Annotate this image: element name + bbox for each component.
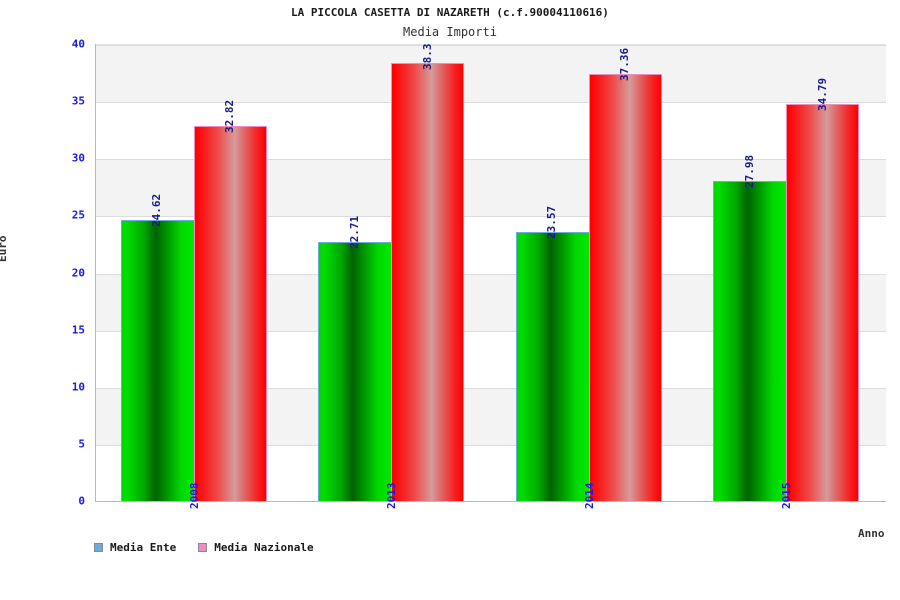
- bar-value-label: 23.57: [545, 205, 559, 239]
- gridline: [96, 216, 886, 218]
- gridline: [96, 102, 886, 104]
- x-axis-tick-label: 2014: [582, 482, 596, 510]
- gridline: [96, 45, 886, 46]
- bar-value-label: 24.62: [150, 193, 164, 227]
- legend-swatch-icon: [198, 543, 208, 552]
- x-axis-line: [95, 501, 886, 502]
- x-axis-tick-label: 2015: [780, 482, 794, 510]
- bar-media-nazionale[interactable]: [786, 103, 860, 501]
- y-axis-tick-label: 40: [71, 37, 85, 51]
- y-axis-tick-label: 15: [71, 323, 85, 337]
- y-axis-title: Euro: [0, 235, 9, 263]
- y-axis-tick-label: 5: [78, 437, 85, 451]
- legend-label: Media Ente: [110, 541, 177, 554]
- y-axis-tick-label: 20: [71, 266, 85, 279]
- plot-band: [96, 45, 886, 103]
- y-axis-tick-label: 35: [71, 94, 85, 108]
- legend-swatch-icon: [94, 543, 103, 552]
- bar-value-label: 22.71: [347, 215, 361, 249]
- bar-media-nazionale[interactable]: [193, 126, 267, 501]
- gridline: [96, 387, 886, 389]
- x-axis-tick-label: 2008: [187, 482, 201, 510]
- bar-value-label: 38.3: [420, 43, 434, 71]
- bar-media-ente[interactable]: [713, 181, 787, 501]
- gridline: [96, 444, 886, 446]
- bar-media-nazionale[interactable]: [588, 74, 662, 501]
- bar-value-label: 27.98: [742, 155, 756, 189]
- y-axis-ticks: 0 5 10 15 20 25 30 35 40: [33, 0, 85, 600]
- x-axis-title: Anno: [858, 527, 885, 540]
- y-axis-tick-label: 30: [71, 151, 85, 165]
- y-axis-tick-label: 0: [78, 494, 85, 508]
- gridline: [96, 159, 886, 161]
- chart-title: LA PICCOLA CASETTA DI NAZARETH (c.f.9000…: [291, 6, 609, 19]
- bar-value-label: 32.82: [223, 99, 237, 134]
- gridline: [96, 330, 886, 332]
- bar-value-label: 37.36: [618, 48, 632, 82]
- gridline: [96, 273, 886, 275]
- bar-value-label: 34.79: [815, 77, 829, 111]
- bar-media-ente[interactable]: [318, 241, 392, 501]
- bar-media-ente[interactable]: [120, 219, 194, 501]
- legend-entry[interactable]: Media Ente: [94, 541, 176, 554]
- legend-entry[interactable]: Media Nazionale: [198, 541, 314, 554]
- y-axis-line: [95, 44, 96, 502]
- y-axis-tick-label: 25: [71, 208, 85, 222]
- chart-subtitle: Media Importi: [403, 25, 497, 39]
- bar-media-nazionale[interactable]: [391, 63, 465, 501]
- x-axis-tick-label: 2013: [385, 482, 399, 510]
- legend-label: Media Nazionale: [214, 541, 314, 554]
- chart-legend: Media Ente Media Nazionale: [94, 541, 336, 554]
- y-axis-tick-label: 10: [71, 380, 85, 394]
- bar-media-ente[interactable]: [515, 231, 589, 501]
